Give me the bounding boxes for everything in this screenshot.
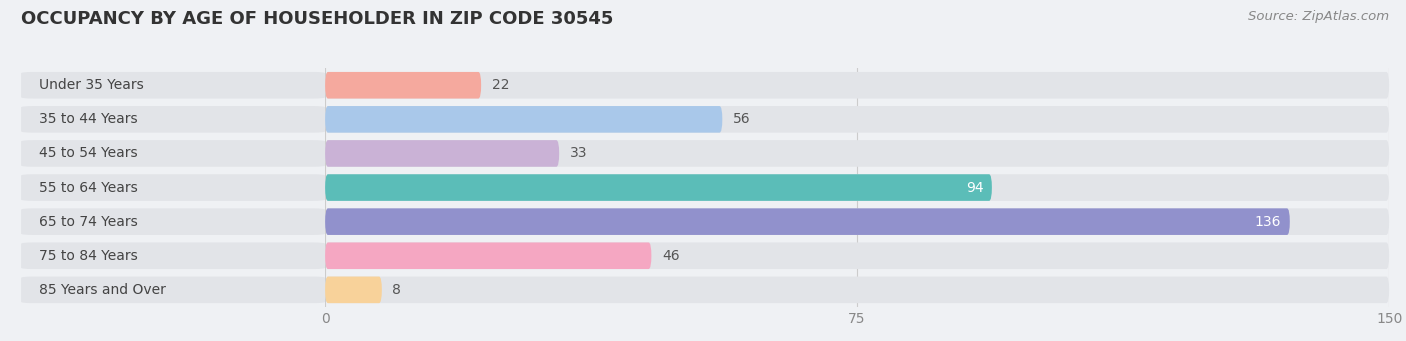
FancyBboxPatch shape: [325, 106, 723, 133]
FancyBboxPatch shape: [325, 277, 382, 303]
FancyBboxPatch shape: [325, 208, 1389, 235]
FancyBboxPatch shape: [325, 140, 560, 167]
FancyBboxPatch shape: [325, 242, 651, 269]
FancyBboxPatch shape: [325, 277, 1389, 303]
FancyBboxPatch shape: [325, 208, 1289, 235]
FancyBboxPatch shape: [325, 106, 1389, 133]
Text: 75 to 84 Years: 75 to 84 Years: [39, 249, 138, 263]
Text: OCCUPANCY BY AGE OF HOUSEHOLDER IN ZIP CODE 30545: OCCUPANCY BY AGE OF HOUSEHOLDER IN ZIP C…: [21, 10, 613, 28]
FancyBboxPatch shape: [325, 174, 991, 201]
Text: 45 to 54 Years: 45 to 54 Years: [39, 146, 138, 161]
Text: 35 to 44 Years: 35 to 44 Years: [39, 112, 138, 127]
Text: 22: 22: [492, 78, 509, 92]
Text: Source: ZipAtlas.com: Source: ZipAtlas.com: [1249, 10, 1389, 23]
Text: 136: 136: [1254, 214, 1281, 229]
Text: 46: 46: [662, 249, 679, 263]
FancyBboxPatch shape: [325, 72, 481, 99]
FancyBboxPatch shape: [325, 174, 1389, 201]
FancyBboxPatch shape: [21, 174, 325, 201]
Text: Under 35 Years: Under 35 Years: [39, 78, 143, 92]
Text: 55 to 64 Years: 55 to 64 Years: [39, 180, 138, 195]
Text: 85 Years and Over: 85 Years and Over: [39, 283, 166, 297]
Text: 56: 56: [733, 112, 751, 127]
FancyBboxPatch shape: [325, 140, 1389, 167]
FancyBboxPatch shape: [21, 72, 325, 99]
Text: 65 to 74 Years: 65 to 74 Years: [39, 214, 138, 229]
FancyBboxPatch shape: [21, 277, 325, 303]
Text: 94: 94: [966, 180, 983, 195]
FancyBboxPatch shape: [21, 106, 325, 133]
FancyBboxPatch shape: [21, 242, 325, 269]
Text: 33: 33: [569, 146, 588, 161]
FancyBboxPatch shape: [21, 140, 325, 167]
FancyBboxPatch shape: [325, 242, 1389, 269]
Text: 8: 8: [392, 283, 401, 297]
FancyBboxPatch shape: [325, 72, 1389, 99]
FancyBboxPatch shape: [21, 208, 325, 235]
